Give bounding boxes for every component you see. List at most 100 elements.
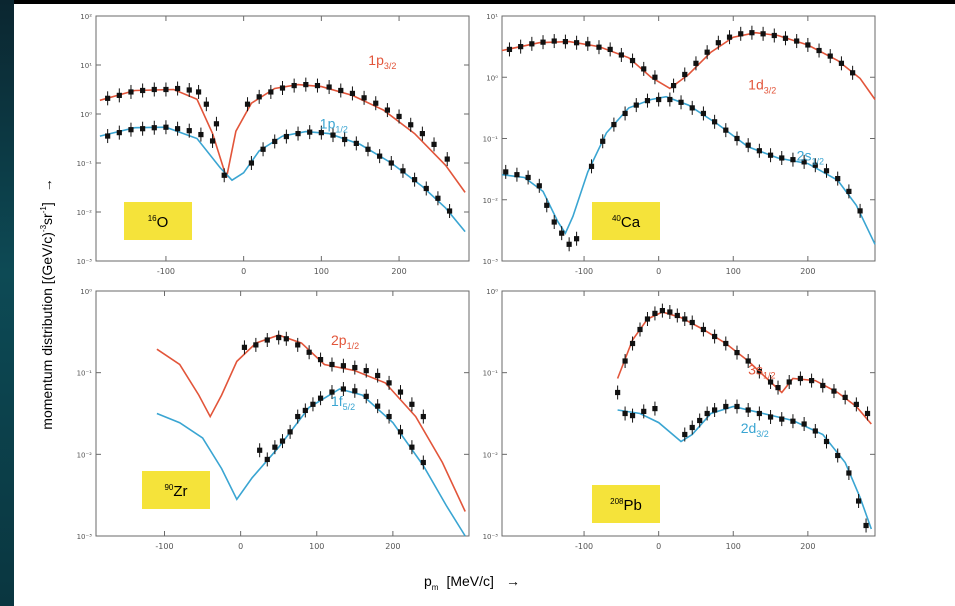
data-point [352, 388, 358, 394]
data-point [585, 41, 591, 47]
data-point [756, 368, 762, 375]
data-point [745, 407, 751, 413]
data-point [864, 410, 871, 417]
nucleus-label: 40Ca [612, 214, 641, 231]
left-background-strip [0, 0, 14, 606]
data-point [771, 32, 777, 39]
data-point [373, 100, 379, 106]
data-point [363, 368, 369, 374]
data-point [652, 406, 658, 412]
x-tick-label: 200 [391, 267, 406, 276]
data-point [363, 393, 369, 399]
data-point [715, 40, 721, 46]
data-point [712, 333, 718, 340]
y-tick-label: 10⁻² [77, 209, 93, 217]
data-point [667, 96, 673, 103]
data-point [734, 350, 740, 356]
data-point [712, 119, 718, 125]
data-point [827, 53, 833, 59]
nucleus-box [142, 471, 210, 509]
data-point [652, 310, 658, 316]
data-point [700, 326, 707, 333]
series-label: 1f5/2 [331, 393, 355, 412]
data-point [116, 92, 122, 98]
y-tick-label: 10¹ [486, 13, 498, 21]
data-point [596, 44, 602, 50]
data-point [342, 136, 348, 143]
data-point [330, 132, 336, 138]
panel-top-left: -100 0 100 200 10² 10¹ 10⁰ 10⁻¹ 10⁻² 10⁻³ 1p3/2 1p1… [77, 13, 470, 276]
data-point [128, 127, 134, 133]
data-point [287, 429, 293, 435]
data-point [816, 47, 822, 54]
y-tick-label: 10⁻² [483, 451, 499, 459]
data-point [529, 41, 535, 47]
data-point [835, 175, 841, 182]
data-point [850, 70, 856, 76]
data-point [221, 172, 227, 178]
panel-frame [95, 15, 470, 262]
panels: -100 0 100 200 10² 10¹ 10⁰ 10⁻¹ 10⁻² 10⁻³ 1p3/2 1p1… [77, 13, 876, 551]
data-point [756, 148, 762, 154]
data-point [697, 417, 703, 424]
data-point [412, 177, 418, 183]
x-tick-label: 200 [800, 542, 815, 551]
data-point [611, 121, 617, 128]
data-point [831, 388, 837, 394]
series-curve-1d-3/2 [501, 31, 876, 100]
panel-top-right: -100 0 100 200 10¹ 10⁰ 10⁻¹ 10⁻² 10⁻³ 1d3/2 2s1/2 4… [483, 13, 876, 276]
data-point [295, 413, 301, 420]
data-point [435, 195, 441, 201]
data-point [846, 188, 852, 194]
data-point [689, 105, 695, 111]
data-point [812, 428, 818, 434]
data-point [303, 82, 309, 88]
data-point [704, 49, 710, 55]
data-point [767, 379, 774, 385]
data-point [853, 401, 859, 407]
data-point [444, 156, 450, 162]
y-tick-label: 10⁻² [483, 197, 499, 205]
series-curve-2d-3/2 [617, 405, 873, 530]
data-point [808, 378, 815, 384]
data-point [835, 452, 841, 459]
data-point [256, 94, 262, 100]
data-point [307, 129, 313, 135]
data-point [838, 60, 845, 66]
data-point [186, 87, 192, 93]
data-point [329, 361, 335, 368]
data-point [700, 110, 707, 117]
data-point [396, 113, 402, 120]
data-point [264, 456, 270, 463]
data-point [760, 31, 766, 37]
data-point [855, 498, 862, 504]
panel-bottom-left: -100 0 100 200 10⁰ 10⁻¹ 10⁻² 10⁻³ 2p1/2 1f5/2 90Zr [77, 288, 470, 551]
data-point [536, 183, 542, 189]
data-point [723, 403, 729, 410]
nucleus-label: 90Zr [164, 483, 187, 500]
data-point [745, 142, 751, 148]
data-point [689, 319, 695, 326]
series-label: 2d3/2 [741, 420, 769, 439]
data-point [365, 146, 371, 152]
data-point [116, 130, 122, 136]
data-point [745, 358, 751, 364]
data-point [607, 46, 613, 53]
data-point [446, 208, 453, 214]
x-tick-label: 100 [726, 542, 741, 551]
data-point [329, 389, 335, 395]
y-tick-label: 10⁰ [486, 288, 498, 296]
data-point [420, 459, 426, 466]
x-tick-label: 200 [385, 542, 400, 551]
data-point [767, 152, 774, 158]
data-point [400, 168, 406, 174]
y-tick-label: 10² [80, 13, 92, 21]
data-point [377, 153, 383, 159]
data-point [622, 110, 628, 117]
data-point [637, 326, 643, 333]
x-tick-label: 0 [656, 542, 661, 551]
data-point [386, 413, 392, 420]
data-point [283, 336, 289, 342]
x-tick-label: -100 [155, 542, 173, 551]
data-point [514, 172, 520, 178]
